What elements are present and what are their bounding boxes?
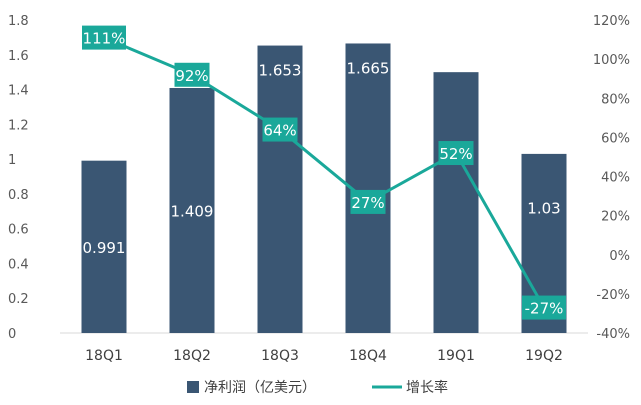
growth-rate-label: -27% <box>525 300 564 318</box>
legend: 净利润（亿美元） 增长率 <box>187 379 448 396</box>
y-right-tick-label: -40% <box>596 327 630 342</box>
bar-19Q1 <box>433 72 479 334</box>
left-axis: 0 0.2 0.4 0.6 0.8 1 1.2 1.4 1.6 1.8 <box>8 14 29 342</box>
bar-value-label: 1.665 <box>347 59 390 77</box>
legend-label-bar: 净利润（亿美元） <box>204 380 316 396</box>
growth-rate-label-box <box>438 141 474 166</box>
bar-value-label: 0.991 <box>83 239 126 257</box>
y-right-tick-label: 20% <box>601 210 630 225</box>
x-tick-label: 19Q2 <box>525 348 563 364</box>
y-right-tick-label: 120% <box>593 14 630 29</box>
growth-rate-label-box <box>82 25 126 50</box>
y-right-tick-label: 40% <box>601 171 630 186</box>
growth-rate-label-box <box>174 62 210 87</box>
bar-18Q3 <box>257 45 303 333</box>
x-tick-label: 18Q2 <box>173 348 211 364</box>
bars-layer: 0.991 1.409 1.653 1.665 1.03 <box>81 43 567 334</box>
y-right-tick-label: 0% <box>609 249 630 264</box>
y-left-tick-label: 0.8 <box>8 188 29 203</box>
y-right-tick-label: 60% <box>601 131 630 146</box>
bar-18Q2 <box>169 87 215 333</box>
bar-value-label: 1.409 <box>171 202 214 220</box>
x-tick-label: 18Q3 <box>261 348 299 364</box>
y-right-tick-label: 80% <box>601 92 630 107</box>
growth-rate-label: 64% <box>263 122 296 140</box>
bar-value-label: 1.653 <box>259 62 302 80</box>
growth-rate-label: 92% <box>175 67 208 85</box>
growth-rate-label: 111% <box>83 30 126 48</box>
bar-18Q1 <box>81 160 127 333</box>
x-tick-label: 18Q1 <box>85 348 123 364</box>
legend-swatch-bar <box>187 381 199 393</box>
growth-rate-label-box <box>350 189 386 214</box>
growth-rate-label: 52% <box>439 145 472 163</box>
right-axis: -40% -20% 0% 20% 40% 60% 80% 100% 120% <box>593 14 630 342</box>
growth-rate-label-box <box>262 117 298 142</box>
y-right-tick-label: -20% <box>596 288 630 303</box>
y-left-tick-label: 1.2 <box>8 118 29 133</box>
y-left-tick-label: 1.4 <box>8 84 29 99</box>
growth-rate-label: 27% <box>351 194 384 212</box>
y-right-tick-label: 100% <box>593 53 630 68</box>
y-left-tick-label: 1.8 <box>8 14 29 29</box>
bar-value-label: 1.03 <box>527 199 560 217</box>
x-tick-label: 18Q4 <box>349 348 387 364</box>
y-left-tick-label: 0.2 <box>8 292 29 307</box>
legend-label-line: 增长率 <box>406 379 448 396</box>
line-layer: 111% 92% 64% 27% 52% -27% <box>82 25 566 320</box>
y-left-tick-label: 1.6 <box>8 49 29 64</box>
x-tick-label: 19Q1 <box>437 348 475 364</box>
x-axis: 18Q1 18Q2 18Q3 18Q4 19Q1 19Q2 <box>85 348 563 364</box>
y-left-tick-label: 0.4 <box>8 257 29 272</box>
y-left-tick-label: 1 <box>8 153 16 168</box>
growth-rate-label-box <box>522 295 566 320</box>
y-left-tick-label: 0 <box>8 327 16 342</box>
y-left-tick-label: 0.6 <box>8 223 29 238</box>
